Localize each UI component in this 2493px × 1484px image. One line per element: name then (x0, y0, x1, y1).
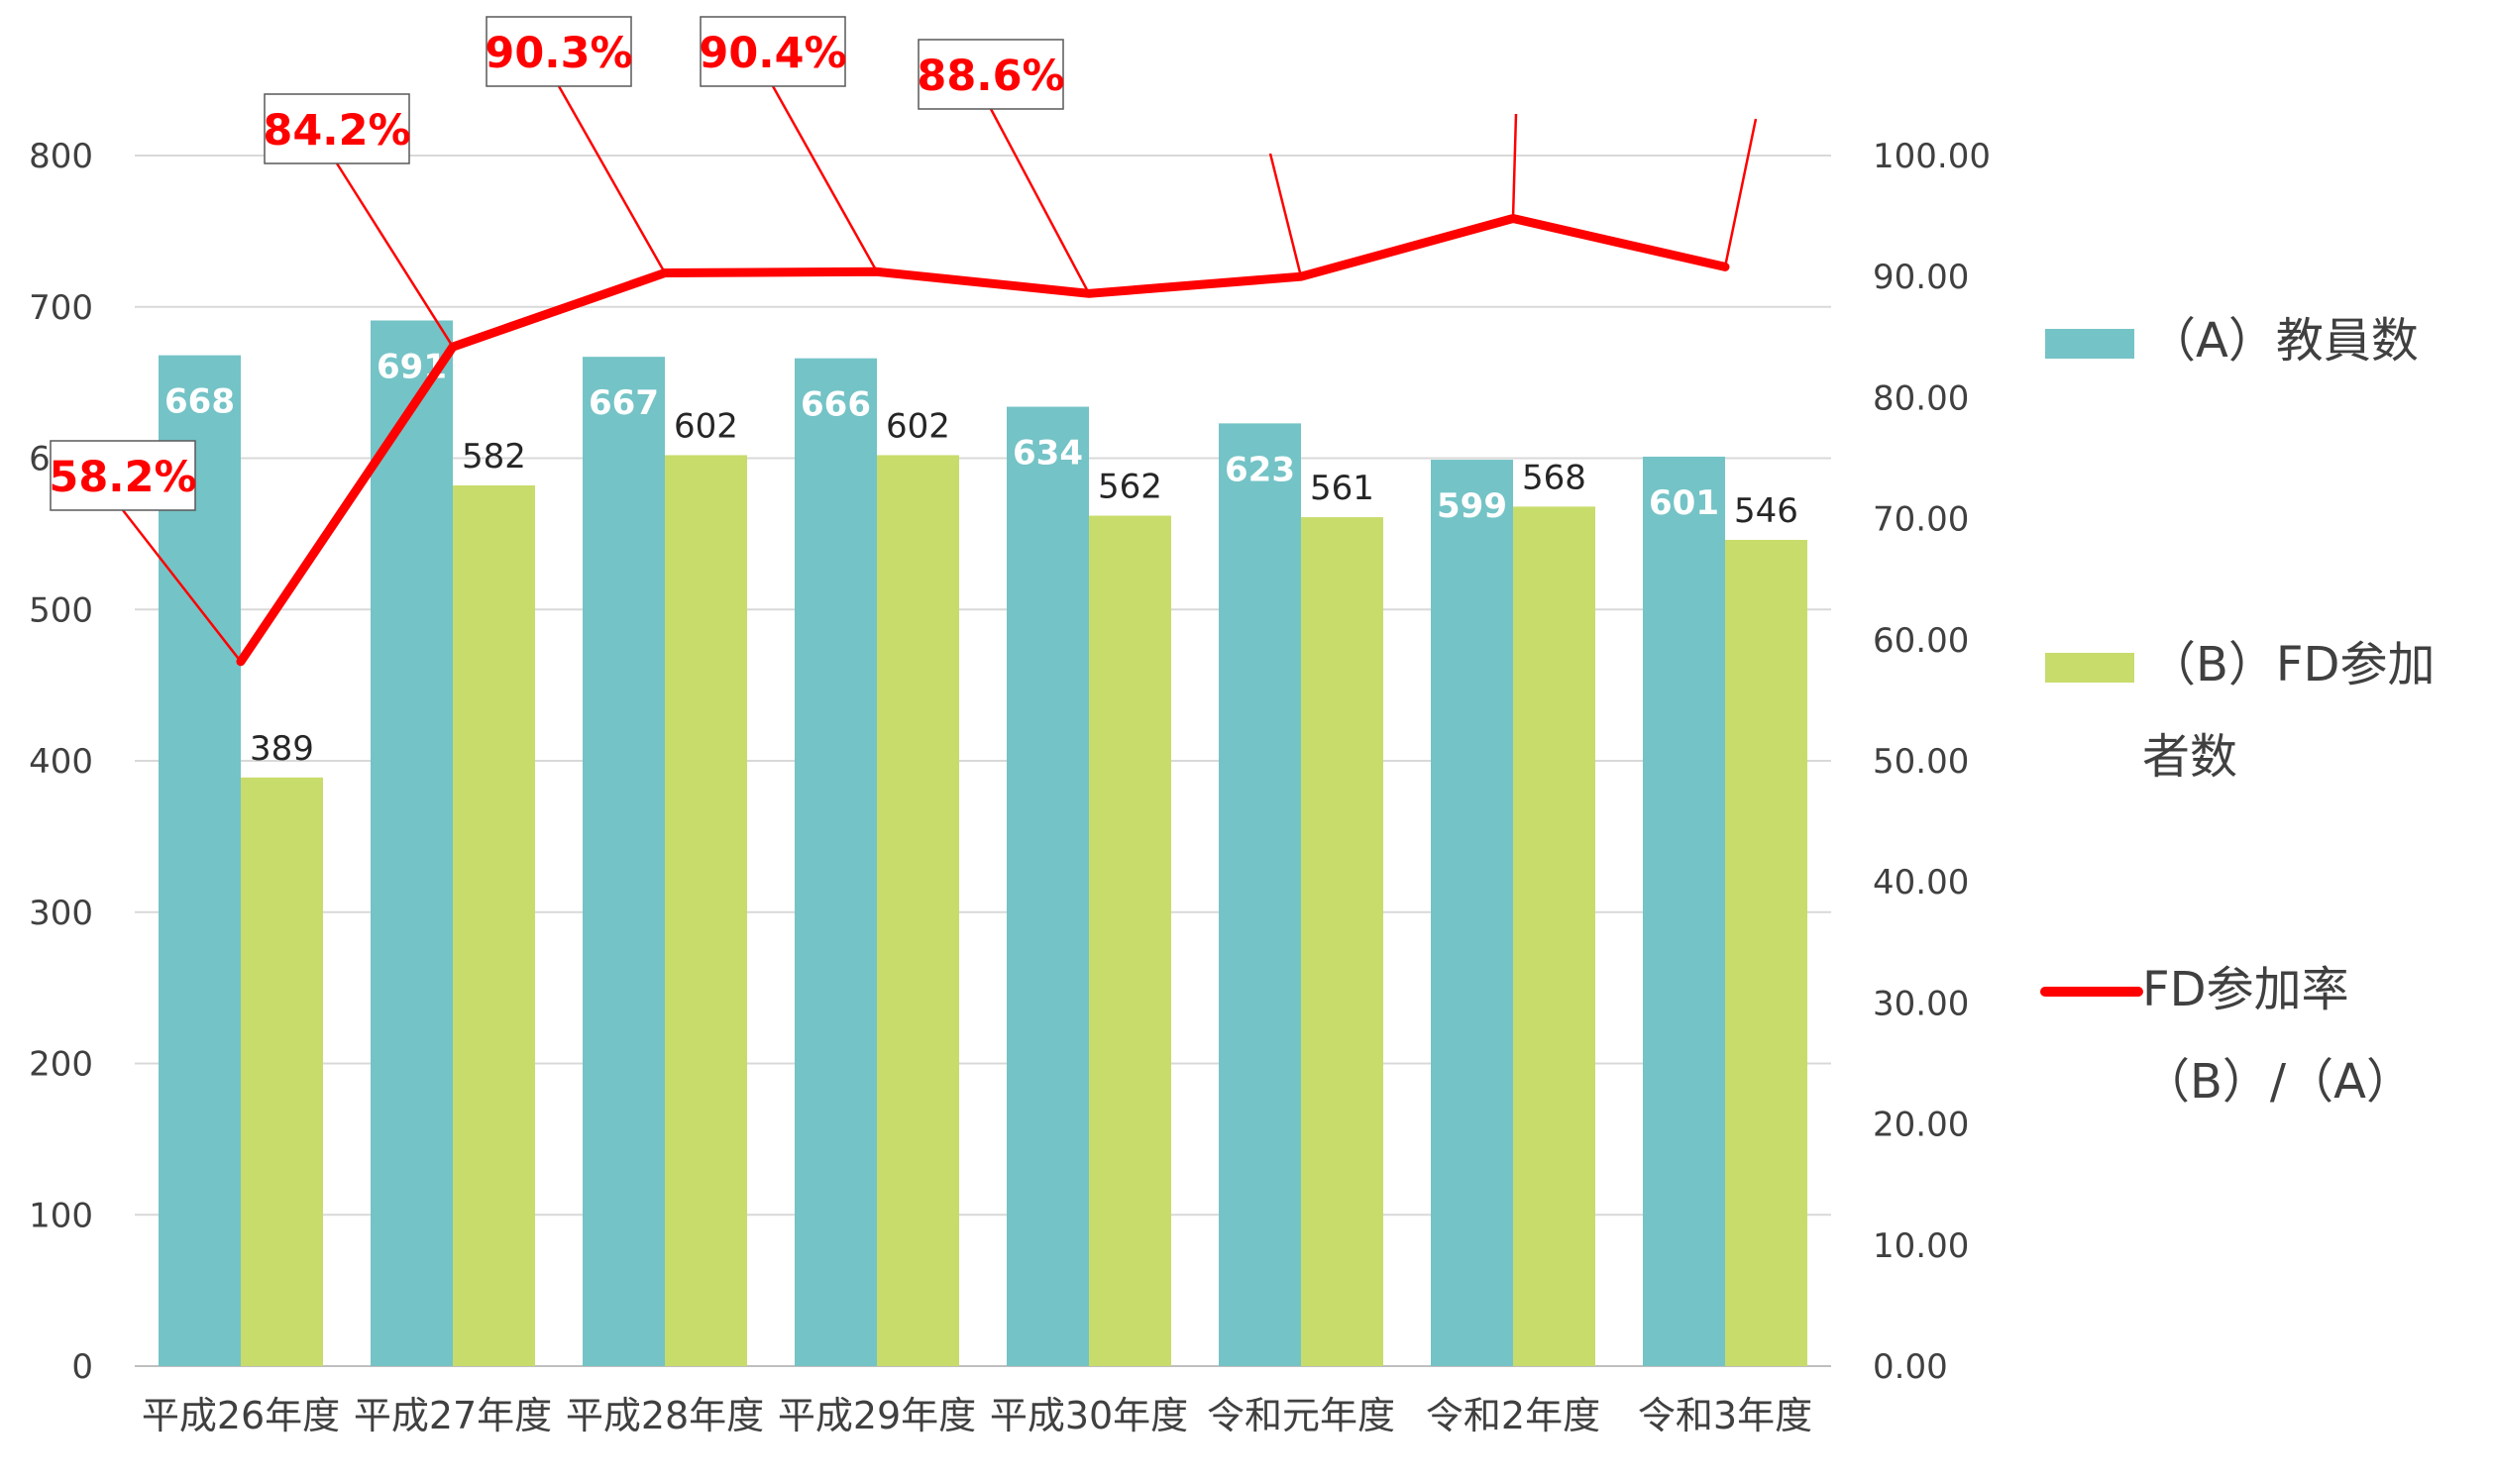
callout-leader (1511, 113, 1518, 219)
legend-swatch (2045, 329, 2134, 359)
callout-leader (1723, 118, 1758, 267)
bar-label-fd-participants: 389 (250, 729, 314, 769)
left-tick-label: 100 (29, 1196, 93, 1235)
legend-label: FD参加率 (2142, 962, 2349, 1017)
bar-fd-participants (1301, 517, 1383, 1366)
left-tick-label: 800 (29, 137, 93, 176)
rate-line-layer (236, 214, 1730, 667)
callout-leader (122, 509, 242, 663)
rate-line (236, 214, 1730, 667)
callout-rate-label: 88.6% (917, 52, 1064, 101)
bar-label-fd-participants: 546 (1734, 491, 1798, 531)
category-label: 平成29年度 (778, 1394, 976, 1437)
bar-teachers (1007, 406, 1089, 1366)
bar-label-teachers: 668 (164, 382, 235, 422)
bar-label-teachers: 666 (801, 385, 871, 425)
legend-label: （B）/（A） (2142, 1054, 2414, 1110)
callout-rate-label: 84.2% (263, 106, 410, 156)
category-label: 平成30年度 (990, 1394, 1188, 1437)
callout-leader (989, 108, 1091, 294)
bar-label-fd-participants: 561 (1310, 469, 1374, 508)
bar-fd-participants (241, 777, 323, 1366)
bar-label-fd-participants: 568 (1522, 458, 1586, 497)
callout-leader (1268, 153, 1303, 277)
right-tick-label: 90.00 (1873, 258, 1969, 297)
category-label: 令和3年度 (1638, 1394, 1812, 1437)
right-tick-label: 100.00 (1873, 137, 1991, 176)
right-tick-label: 80.00 (1873, 378, 1969, 418)
category-label: 令和元年度 (1207, 1394, 1395, 1437)
callout-leader (557, 85, 667, 274)
bar-fd-participants (453, 484, 535, 1366)
left-tick-label: 0 (71, 1347, 93, 1387)
right-tick-label: 10.00 (1873, 1226, 1969, 1266)
right-axis: 0.00 10.00 20.00 30.00 40.00 50.00 60.00 70.00 8… (1873, 137, 1991, 1387)
callout-rate-label: 90.4% (699, 29, 846, 78)
bar-teachers (583, 357, 665, 1367)
callout-box (486, 16, 632, 87)
bar-label-teachers: 667 (589, 383, 659, 423)
callout-box (918, 39, 1064, 110)
rate-callouts: 58.2% 84.2% 90.3% 90.4% 88.6% (49, 16, 1758, 663)
bar-label-fd-participants: 602 (886, 406, 950, 446)
category-label: 平成26年度 (142, 1394, 340, 1437)
right-tick-label: 20.00 (1873, 1106, 1969, 1145)
bar-label-teachers: 634 (1013, 434, 1083, 474)
left-tick-label: 200 (29, 1045, 93, 1085)
category-axis: 平成26年度 平成27年度 平成28年度 平成29年度 平成30年度 令和元年度 令和2年度… (142, 1394, 1812, 1437)
legend-label: （B）FD参加 (2148, 637, 2436, 692)
bar-label-fd-participants: 602 (674, 406, 738, 446)
legend-label: 者数 (2142, 729, 2237, 785)
callout-box (700, 16, 846, 87)
bar-teachers (795, 358, 877, 1366)
bar-label-fd-participants: 562 (1098, 468, 1162, 507)
callout-rate-label: 90.3% (485, 29, 632, 78)
left-tick-label: 500 (29, 590, 93, 630)
right-tick-label: 30.00 (1873, 984, 1969, 1023)
bar-teachers (371, 320, 453, 1366)
right-tick-label: 50.00 (1873, 742, 1969, 782)
bar-label-teachers: 601 (1649, 483, 1719, 523)
category-label: 平成27年度 (354, 1394, 552, 1437)
bar-fd-participants (1513, 506, 1595, 1366)
right-tick-label: 40.00 (1873, 863, 1969, 902)
left-tick-label: 300 (29, 894, 93, 933)
category-label: 令和2年度 (1426, 1394, 1600, 1437)
left-axis: 0100200300400500600700800 (29, 137, 93, 1387)
legend-label: （A）教員数 (2148, 313, 2419, 369)
bar-teachers (1219, 423, 1301, 1366)
bar-fd-participants (877, 455, 959, 1366)
right-tick-label: 70.00 (1873, 500, 1969, 540)
bar-fd-participants (1725, 539, 1807, 1366)
bar-teachers (1643, 456, 1725, 1366)
bar-fd-participants (1089, 515, 1171, 1366)
bar-fd-participants (665, 455, 747, 1366)
category-label: 平成28年度 (566, 1394, 764, 1437)
left-tick-label: 700 (29, 288, 93, 328)
callout-leader (771, 85, 879, 272)
left-tick-label: 400 (29, 742, 93, 782)
bar-teachers (159, 355, 241, 1366)
bar-teachers (1431, 460, 1513, 1367)
legend-swatch (2045, 653, 2134, 683)
callout-rate-label: 58.2% (49, 453, 196, 502)
right-tick-label: 60.00 (1873, 621, 1969, 661)
bars (159, 320, 1807, 1367)
bar-label-fd-participants: 582 (462, 437, 526, 477)
right-tick-label: 0.00 (1873, 1347, 1948, 1387)
bar-label-teachers: 599 (1437, 486, 1507, 526)
callout-box (264, 93, 410, 164)
callout-box (50, 440, 196, 511)
bar-label-teachers: 623 (1225, 450, 1295, 489)
callout-leader (335, 162, 455, 348)
